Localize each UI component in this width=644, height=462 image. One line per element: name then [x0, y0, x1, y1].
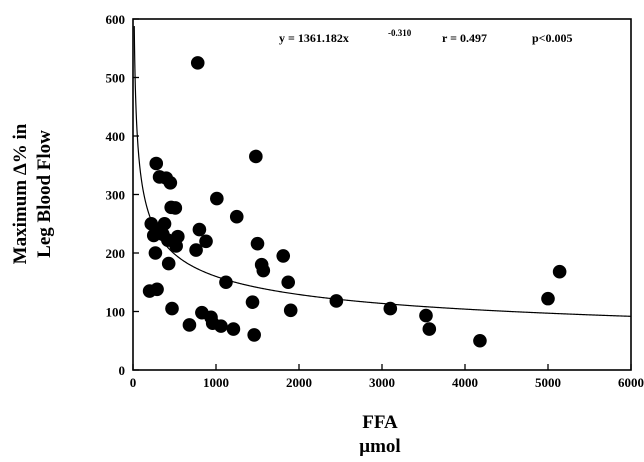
p-value: p<0.005 — [532, 31, 573, 45]
x-tick-label: 3000 — [369, 375, 395, 390]
power-fit-curve — [133, 26, 632, 317]
y-tick-label: 200 — [106, 246, 126, 261]
data-point — [219, 275, 233, 290]
data-point — [190, 56, 205, 70]
data-point — [157, 216, 172, 231]
y-axis-title-line2: Leg Blood Flow — [34, 130, 55, 258]
data-point — [249, 149, 263, 164]
data-point — [473, 333, 487, 348]
data-points — [142, 56, 567, 348]
data-point — [165, 301, 179, 316]
x-tick-label: 0 — [130, 375, 137, 390]
data-point — [148, 246, 163, 260]
data-point — [422, 322, 437, 336]
data-point — [168, 201, 183, 215]
data-point — [276, 249, 291, 263]
x-tick-label: 6000 — [618, 375, 644, 390]
y-tick-label: 0 — [119, 363, 126, 378]
data-point — [171, 229, 185, 244]
x-axis-title-line2: μmol — [359, 436, 400, 457]
data-point — [247, 328, 261, 342]
data-point — [329, 294, 344, 308]
data-point — [192, 222, 207, 237]
y-tick-label: 300 — [106, 188, 126, 203]
data-point — [256, 263, 271, 278]
data-point — [149, 156, 164, 171]
x-tick-label: 2000 — [286, 375, 312, 390]
data-point — [163, 176, 178, 190]
data-point — [210, 191, 224, 206]
data-point — [226, 322, 241, 336]
data-point — [383, 301, 398, 316]
axis-ticks: 0 1000 2000 3000 4000 5000 6000 0 100 200 300 400 50… — [106, 12, 644, 390]
y-tick-label: 500 — [106, 71, 126, 86]
data-point — [541, 291, 555, 306]
data-point — [189, 243, 203, 257]
data-point — [214, 319, 228, 333]
y-tick-label: 400 — [106, 129, 126, 144]
data-point — [419, 308, 433, 323]
x-axis-title-line1: FFA — [362, 412, 398, 433]
y-tick-label: 100 — [106, 305, 126, 320]
y-tick-label: 600 — [106, 12, 126, 27]
y-axis-title-line1: Maximum Δ% in — [10, 123, 31, 264]
data-point — [161, 256, 176, 271]
data-point — [199, 234, 213, 249]
x-tick-label: 4000 — [452, 375, 478, 390]
x-tick-label: 1000 — [203, 375, 229, 390]
data-point — [229, 209, 244, 224]
data-point — [250, 236, 265, 251]
data-point — [245, 295, 260, 309]
data-point — [283, 303, 298, 318]
data-point — [552, 264, 567, 279]
fit-exponent: -0.310 — [388, 28, 412, 38]
data-point — [182, 318, 197, 332]
data-point — [281, 275, 296, 290]
fit-equation: y = 1361.182x — [279, 31, 349, 45]
x-tick-label: 5000 — [535, 375, 561, 390]
data-point — [150, 282, 164, 297]
correlation-r: r = 0.497 — [442, 31, 487, 45]
